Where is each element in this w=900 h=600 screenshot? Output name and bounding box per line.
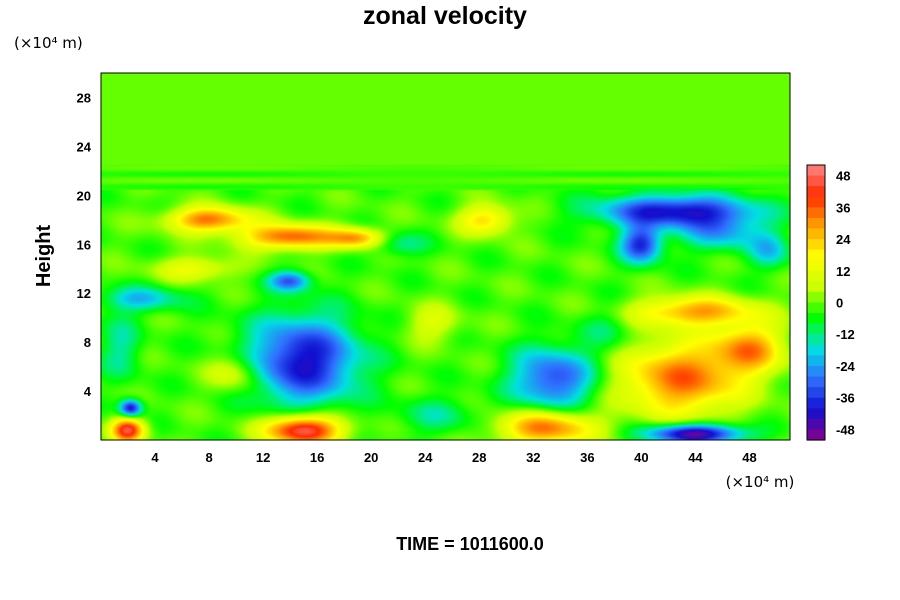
colorbar-band bbox=[807, 291, 825, 304]
y-tick-label: 4 bbox=[84, 384, 92, 399]
plot-frame bbox=[100, 72, 791, 441]
colorbar-tick-label: -24 bbox=[836, 359, 856, 374]
colorbar-tick-label: 36 bbox=[836, 200, 850, 215]
x-tick-label: 20 bbox=[364, 450, 378, 465]
colorbar-band bbox=[807, 334, 825, 346]
colorbar-tick-label: 48 bbox=[836, 169, 850, 184]
colorbar-tick-label: 0 bbox=[836, 296, 843, 311]
colorbar-band bbox=[807, 313, 825, 325]
colorbar-band bbox=[807, 323, 825, 335]
colorbar-ticks: 48 36 24 12 0 -12 -24 -36 -48 bbox=[836, 169, 856, 438]
plot-area bbox=[100, 72, 791, 441]
y-tick-label: 24 bbox=[77, 139, 92, 154]
x-tick-label: 4 bbox=[151, 450, 159, 465]
colorbar-tick-label: -48 bbox=[836, 422, 855, 437]
x-tick-label: 28 bbox=[472, 450, 486, 465]
x-axis-ticks: 4 8 12 16 20 24 28 32 36 40 44 48 bbox=[151, 450, 756, 465]
y-tick-label: 16 bbox=[77, 237, 91, 252]
colorbar-band bbox=[807, 249, 825, 261]
colorbar-frame bbox=[806, 164, 826, 441]
colorbar-tick-label: -12 bbox=[836, 327, 855, 342]
x-tick-label: 8 bbox=[205, 450, 212, 465]
colorbar-band bbox=[807, 186, 825, 198]
x-axis-unit: (×10⁴ m) bbox=[726, 473, 795, 491]
x-tick-label: 36 bbox=[580, 450, 594, 465]
colorbar-band bbox=[807, 196, 825, 208]
colorbar-band bbox=[807, 302, 825, 314]
y-tick-label: 12 bbox=[77, 286, 91, 301]
colorbar-band bbox=[807, 175, 825, 187]
x-tick-label: 44 bbox=[688, 450, 703, 465]
x-tick-label: 40 bbox=[634, 450, 648, 465]
colorbar-band bbox=[807, 207, 825, 219]
colorbar-band bbox=[807, 260, 825, 272]
colorbar-band bbox=[807, 270, 825, 282]
chart-title: zonal velocity bbox=[363, 2, 527, 30]
colorbar-band bbox=[807, 344, 825, 356]
colorbar-band bbox=[807, 355, 825, 367]
colorbar-tick-label: 24 bbox=[836, 232, 851, 247]
y-axis-ticks: 4 8 12 16 20 24 28 bbox=[77, 90, 92, 399]
colorbar-band bbox=[807, 217, 825, 230]
colorbar-band bbox=[807, 165, 825, 177]
y-axis-label: Height bbox=[33, 225, 55, 288]
x-tick-label: 16 bbox=[310, 450, 324, 465]
x-tick-label: 48 bbox=[742, 450, 756, 465]
colorbar bbox=[806, 164, 826, 441]
y-tick-label: 8 bbox=[84, 335, 91, 350]
y-axis-unit: (×10⁴ m) bbox=[14, 34, 83, 52]
colorbar-band bbox=[807, 376, 825, 388]
colorbar-tick-label: 12 bbox=[836, 264, 850, 279]
y-tick-label: 20 bbox=[77, 188, 91, 203]
time-label: TIME = 1011600.0 bbox=[396, 534, 544, 554]
colorbar-band bbox=[807, 365, 825, 378]
colorbar-band bbox=[807, 239, 825, 251]
colorbar-tick-label: -36 bbox=[836, 391, 855, 406]
x-tick-label: 32 bbox=[526, 450, 540, 465]
y-tick-label: 28 bbox=[77, 90, 91, 105]
colorbar-band bbox=[807, 429, 825, 441]
x-tick-label: 12 bbox=[256, 450, 270, 465]
colorbar-band bbox=[807, 418, 825, 431]
x-tick-label: 24 bbox=[418, 450, 433, 465]
colorbar-band bbox=[807, 397, 825, 409]
velocity-heatmap bbox=[101, 73, 790, 440]
colorbar-band bbox=[807, 387, 825, 399]
colorbar-band bbox=[807, 408, 825, 420]
colorbar-band bbox=[807, 228, 825, 240]
colorbar-band bbox=[807, 281, 825, 293]
